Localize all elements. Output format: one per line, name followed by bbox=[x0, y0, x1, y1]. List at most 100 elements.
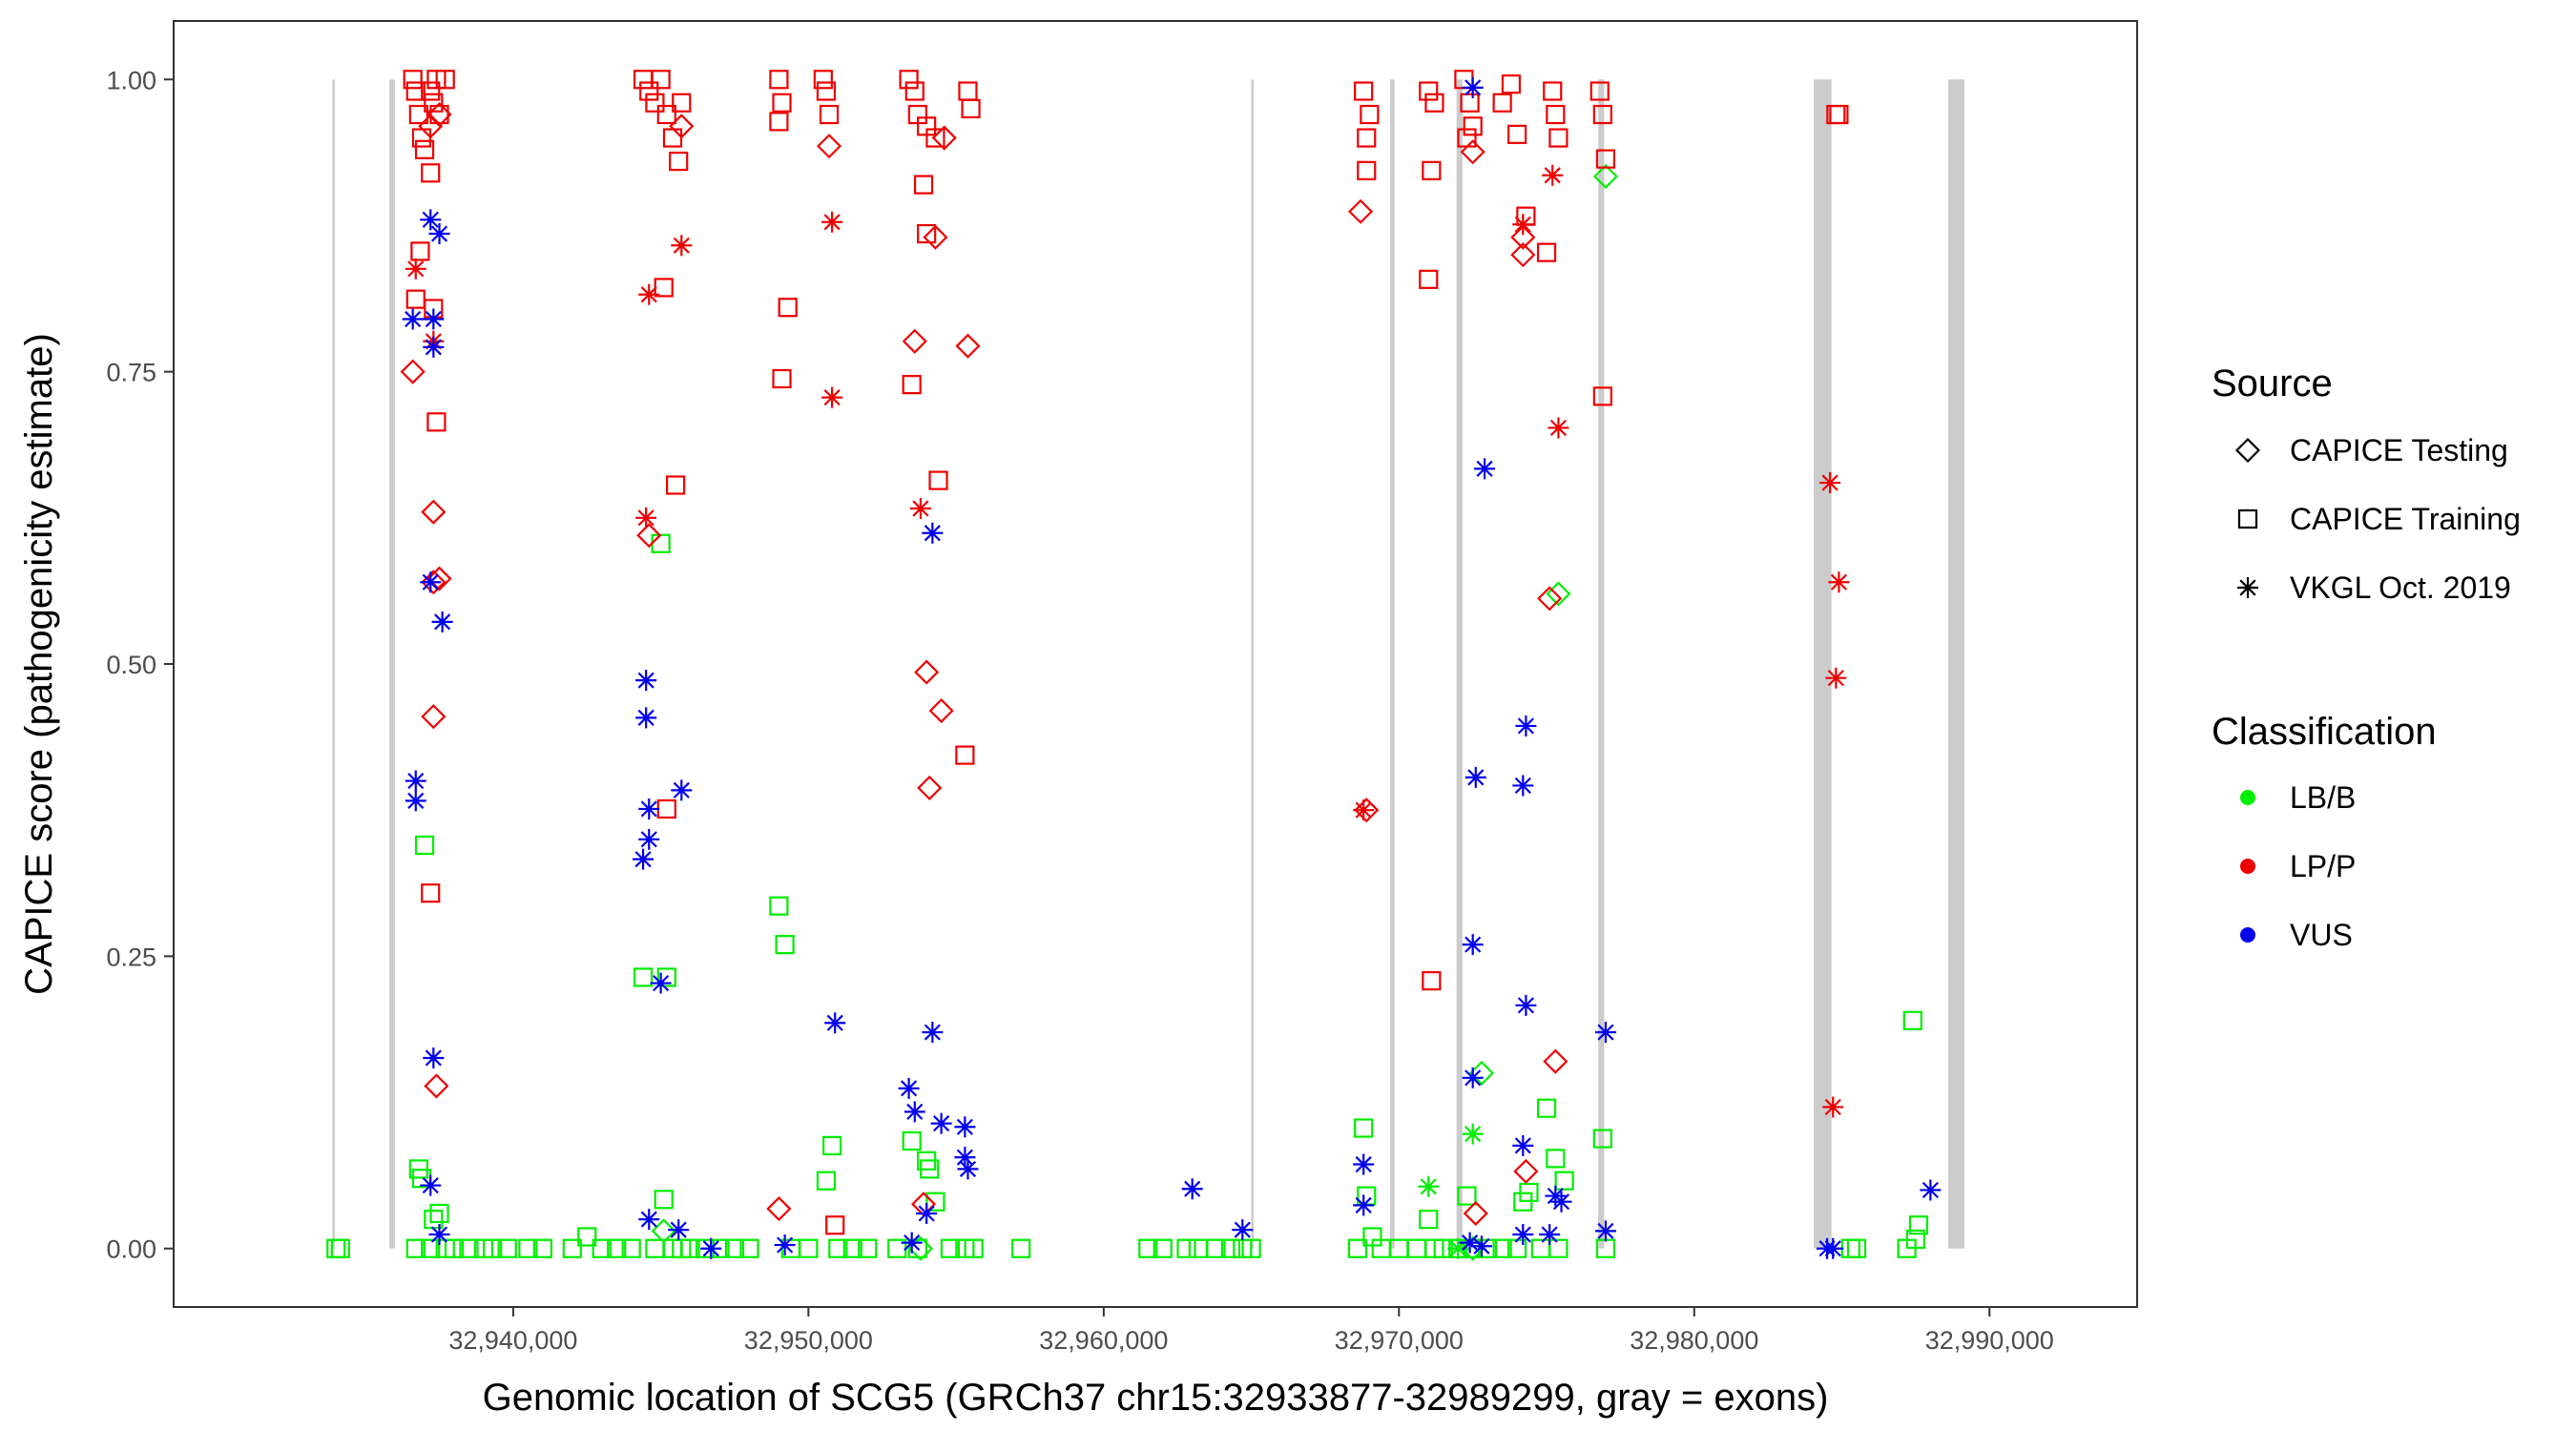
data-point bbox=[700, 1237, 722, 1259]
data-point bbox=[426, 566, 452, 591]
data-point bbox=[902, 375, 922, 395]
data-point bbox=[1347, 1238, 1368, 1258]
data-point bbox=[1539, 1224, 1561, 1246]
legend-key-square bbox=[2237, 508, 2258, 529]
legend-label: CAPICE Testing bbox=[2290, 433, 2508, 467]
data-point bbox=[824, 1012, 846, 1034]
data-point bbox=[635, 707, 657, 729]
y-tick-label: 0.75 bbox=[106, 359, 156, 387]
data-point bbox=[1419, 269, 1439, 289]
data-point bbox=[1592, 104, 1612, 125]
data-point bbox=[1011, 1238, 1031, 1258]
data-point bbox=[1492, 1238, 1512, 1258]
y-tick-label: 0.50 bbox=[106, 651, 156, 679]
data-point bbox=[904, 1101, 925, 1123]
data-point bbox=[724, 1238, 745, 1258]
data-point bbox=[633, 967, 654, 987]
y-tick-label: 0.00 bbox=[106, 1235, 156, 1264]
data-point bbox=[1353, 1194, 1375, 1216]
legend-key-dot bbox=[2240, 927, 2255, 943]
data-point bbox=[426, 101, 452, 128]
data-point bbox=[1470, 1235, 1492, 1257]
data-point bbox=[954, 1116, 976, 1138]
data-point bbox=[405, 81, 426, 101]
data-point bbox=[420, 1174, 442, 1196]
data-point bbox=[421, 81, 441, 101]
data-point bbox=[1348, 198, 1374, 224]
data-point bbox=[607, 1238, 627, 1258]
data-point bbox=[769, 70, 789, 90]
x-tick-label: 32,950,000 bbox=[744, 1326, 873, 1355]
x-tick-label: 32,970,000 bbox=[1335, 1326, 1464, 1355]
data-point bbox=[1554, 1171, 1574, 1191]
data-point bbox=[1462, 934, 1484, 956]
data-point bbox=[1594, 1220, 1616, 1242]
data-point bbox=[769, 112, 789, 132]
exon-band bbox=[1814, 79, 1832, 1249]
data-point bbox=[420, 209, 442, 231]
data-point bbox=[577, 1227, 597, 1247]
data-point bbox=[1828, 571, 1850, 593]
data-point bbox=[656, 967, 676, 987]
legend-label: LP/P bbox=[2290, 849, 2356, 883]
data-point bbox=[1457, 1186, 1477, 1206]
data-point bbox=[1418, 1175, 1440, 1197]
data-point bbox=[955, 333, 981, 359]
data-point bbox=[402, 308, 424, 330]
data-point bbox=[925, 1192, 945, 1212]
data-point bbox=[1462, 76, 1484, 98]
data-point bbox=[1474, 458, 1496, 480]
data-point bbox=[1550, 1191, 1572, 1213]
data-point bbox=[769, 896, 789, 916]
data-point bbox=[1546, 1149, 1566, 1169]
data-point bbox=[1460, 139, 1485, 165]
data-point bbox=[1463, 116, 1483, 136]
data-point bbox=[931, 125, 957, 151]
data-point bbox=[1357, 160, 1377, 180]
data-point bbox=[923, 224, 948, 250]
data-point bbox=[964, 1238, 984, 1258]
data-point bbox=[518, 1238, 538, 1258]
data-point bbox=[1822, 1237, 1844, 1259]
data-point bbox=[1354, 81, 1374, 101]
data-point bbox=[666, 475, 686, 495]
data-point bbox=[400, 359, 426, 384]
data-point bbox=[1822, 1096, 1844, 1118]
data-point bbox=[669, 151, 689, 172]
data-point bbox=[822, 1135, 842, 1155]
data-point bbox=[1536, 1098, 1557, 1118]
data-point bbox=[645, 93, 665, 113]
data-point bbox=[902, 1130, 922, 1151]
legend-title-source: Source bbox=[2212, 363, 2333, 404]
data-point bbox=[954, 1147, 976, 1169]
legend-key-dot bbox=[2240, 859, 2255, 874]
data-point bbox=[1512, 1224, 1534, 1246]
data-point bbox=[423, 1047, 445, 1068]
data-point bbox=[1181, 1178, 1203, 1200]
data-point bbox=[1176, 1238, 1196, 1258]
data-point bbox=[1829, 104, 1849, 125]
data-point bbox=[774, 1234, 796, 1256]
data-point bbox=[1357, 128, 1377, 148]
data-point bbox=[772, 368, 792, 389]
legend-label: VKGL Oct. 2019 bbox=[2290, 570, 2511, 605]
data-point bbox=[405, 770, 426, 792]
data-point bbox=[819, 104, 840, 125]
data-point bbox=[638, 798, 660, 819]
legend-title-classification: Classification bbox=[2212, 711, 2437, 753]
data-point bbox=[435, 70, 455, 90]
data-point bbox=[1515, 994, 1537, 1016]
data-point bbox=[1447, 1237, 1469, 1259]
data-point bbox=[842, 1238, 862, 1258]
data-point bbox=[1241, 1238, 1261, 1258]
exon-band bbox=[1947, 79, 1964, 1249]
x-tick-label: 32,960,000 bbox=[1039, 1326, 1168, 1355]
data-point bbox=[426, 412, 447, 432]
exon-band bbox=[1390, 79, 1395, 1249]
data-point bbox=[904, 81, 924, 101]
data-point bbox=[1422, 970, 1442, 991]
data-point bbox=[1232, 1219, 1254, 1241]
data-point bbox=[799, 1238, 819, 1258]
data-point bbox=[1463, 1200, 1488, 1227]
